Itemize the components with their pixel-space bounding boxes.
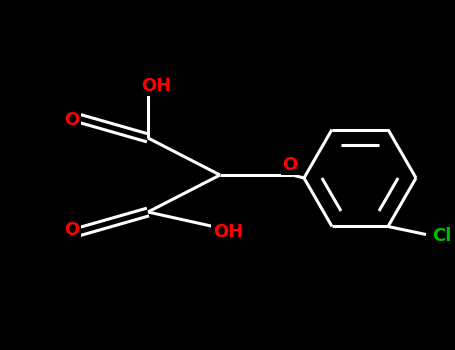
Text: Cl: Cl bbox=[432, 228, 452, 245]
Text: OH: OH bbox=[213, 223, 243, 241]
Text: O: O bbox=[283, 156, 298, 174]
Text: O: O bbox=[64, 221, 80, 239]
Text: O: O bbox=[64, 111, 80, 129]
Text: OH: OH bbox=[141, 77, 171, 95]
